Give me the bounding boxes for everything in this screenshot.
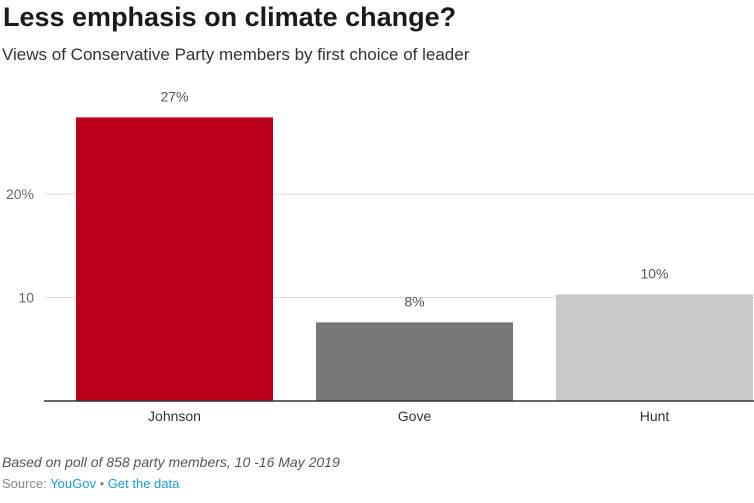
chart-subtitle: Views of Conservative Party members by f… [2,45,470,64]
bar [76,117,273,401]
bar-value-label: 27% [160,88,188,104]
y-tick-label: 10 [18,290,34,306]
bar-value-label: 10% [640,265,668,281]
source-line: Source: YouGov • Get the data [2,476,179,491]
bar [556,294,753,401]
x-tick-label: Hunt [640,408,670,424]
y-tick-label: 20% [6,186,34,202]
chart-title: Less emphasis on climate change? [3,2,457,32]
source-label: Source: [2,476,47,491]
bar-chart: 10 20% 27% Johnson 8% Gove 10% Hunt [6,88,754,424]
footnote: Based on poll of 858 party members, 10 -… [2,454,340,470]
separator-dot: • [99,476,105,491]
x-tick-label: Johnson [148,408,201,424]
x-tick-label: Gove [398,408,432,424]
bar-value-label: 8% [404,293,424,309]
source-link[interactable]: YouGov [50,476,96,491]
bar [316,322,513,401]
get-data-link[interactable]: Get the data [107,476,180,491]
